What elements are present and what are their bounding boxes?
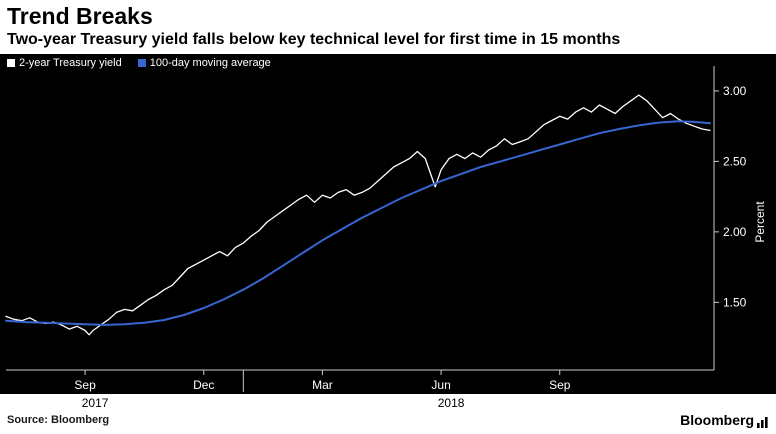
chart-title: Trend Breaks [7, 3, 153, 29]
chart-background [0, 54, 776, 394]
series-line-0 [5, 94, 711, 336]
legend-label-moving-average: 100-day moving average [149, 57, 271, 69]
bar-chart-icon [757, 417, 768, 428]
legend-item-moving-average: 100-day moving average [137, 57, 271, 69]
chart-svg: 1.50 2.00 2.50 3.00 Percent Sep 2017 Dec Mar Jun 2… [0, 54, 776, 410]
x-tick-label: Sep [74, 378, 96, 392]
bloomberg-wordmark: Bloomberg [680, 412, 754, 428]
x-tick-label: Sep [549, 378, 571, 392]
legend-swatch-yield-icon [7, 59, 15, 67]
y-axis-title: Percent [753, 201, 767, 243]
chart-subtitle: Two-year Treasury yield falls below key … [7, 31, 621, 48]
y-tick-label: 3.00 [723, 84, 747, 98]
chart-area: 2-year Treasury yield 100-day moving ave… [0, 54, 776, 410]
footer: Source: Bloomberg Bloomberg [0, 410, 776, 434]
year-label: 2017 [82, 396, 109, 410]
x-tick-label: Dec [193, 378, 214, 392]
legend: 2-year Treasury yield 100-day moving ave… [7, 57, 271, 69]
y-tick-label: 2.00 [723, 225, 747, 239]
x-tick-label: Mar [312, 378, 333, 392]
y-tick-label: 2.50 [723, 154, 747, 168]
y-tick-label: 1.50 [723, 295, 747, 309]
legend-swatch-moving-average-icon [137, 59, 146, 67]
x-tick-label: Jun [431, 378, 450, 392]
source-text: Source: Bloomberg [7, 414, 110, 426]
header: Trend Breaks Two-year Treasury yield fal… [0, 0, 776, 54]
bloomberg-logo: Bloomberg [680, 412, 768, 428]
legend-item-yield: 2-year Treasury yield [7, 57, 122, 69]
year-label: 2018 [438, 396, 465, 410]
legend-label-yield: 2-year Treasury yield [19, 57, 122, 69]
series-line-1 [5, 120, 711, 326]
